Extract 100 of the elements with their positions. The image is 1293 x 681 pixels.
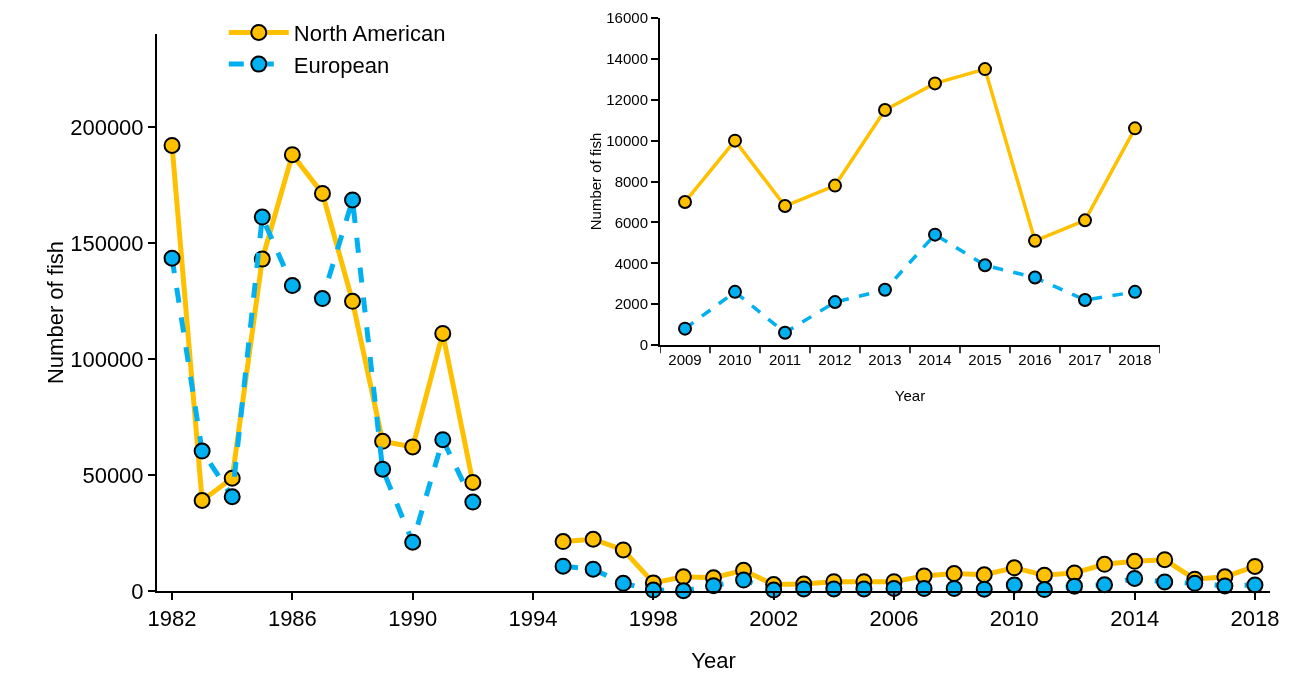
y-tick-label: 10000 [606, 131, 648, 149]
y-tick-label: 4000 [614, 254, 648, 272]
x-tick-label: 2011 [768, 351, 802, 368]
point [978, 258, 992, 273]
x-tick-label: 1990 [388, 606, 438, 632]
point [975, 566, 993, 584]
y-tick-label: 12000 [606, 91, 648, 108]
x-tick-label: 2006 [869, 606, 919, 632]
x-tick-label: 2010 [989, 606, 1039, 632]
point [614, 574, 632, 592]
x-tick-label: 2014 [1110, 606, 1160, 632]
point [878, 282, 892, 297]
y-tick-label: 200000 [70, 114, 144, 140]
x-tick-label: 2018 [1118, 351, 1152, 368]
point [778, 199, 792, 214]
y-tick-label: 0 [131, 578, 144, 604]
x-tick-label: 2010 [718, 351, 752, 368]
point [404, 438, 422, 456]
y-tick-label: 6000 [614, 213, 648, 231]
y-tick-label: 14000 [606, 50, 648, 68]
point [313, 184, 331, 202]
point [678, 321, 692, 336]
x-tick-label: 2018 [1230, 606, 1280, 632]
point [778, 325, 792, 340]
point [1246, 557, 1264, 575]
point [554, 533, 572, 551]
point [163, 249, 181, 267]
point [464, 493, 482, 511]
point [1078, 293, 1092, 308]
x-axis-title: Year [894, 387, 926, 404]
point [1128, 284, 1142, 299]
point [1078, 213, 1092, 228]
point [735, 571, 753, 589]
point [614, 541, 632, 559]
point [1126, 569, 1144, 587]
point [928, 227, 942, 242]
point [344, 191, 362, 209]
point [374, 460, 392, 478]
point [404, 533, 422, 551]
y-tick-label: 150000 [70, 230, 144, 256]
point [1065, 577, 1083, 595]
x-tick-label: 1982 [147, 606, 197, 632]
point [1126, 552, 1144, 570]
y-tick-label: 100000 [70, 346, 144, 372]
x-tick-label: 1994 [508, 606, 558, 632]
y-tick-label: 8000 [614, 172, 648, 190]
x-tick-label: 1998 [628, 606, 678, 632]
point [584, 530, 602, 548]
point [1035, 566, 1053, 584]
x-tick-label: 2014 [918, 351, 952, 368]
point [1028, 270, 1042, 285]
point [828, 178, 842, 193]
point [878, 102, 892, 117]
point [678, 194, 692, 209]
point [928, 76, 942, 91]
x-tick-label: 2015 [968, 351, 1002, 368]
point [283, 146, 301, 164]
point [163, 136, 181, 154]
x-tick-label: 2012 [818, 351, 852, 368]
y-tick-label: 0 [639, 336, 648, 354]
point [705, 577, 722, 595]
x-tick-label: 2009 [668, 351, 702, 368]
y-axis-title: Number of fish [587, 132, 605, 231]
legend-label: North American [293, 21, 446, 47]
x-tick-label: 2002 [749, 606, 799, 632]
point [1005, 576, 1023, 594]
y-tick-label: 2000 [614, 295, 648, 313]
y-tick-label: 16000 [606, 9, 648, 27]
point [1028, 233, 1042, 248]
point [674, 568, 692, 586]
point [283, 277, 301, 295]
x-tick-label: 2013 [868, 351, 902, 368]
point [728, 284, 742, 299]
x-tick-label: 2017 [1068, 351, 1102, 368]
point [193, 442, 211, 460]
point [1005, 559, 1023, 577]
point [464, 473, 482, 491]
point [223, 488, 241, 506]
point [313, 290, 331, 308]
point [1096, 576, 1114, 594]
y-tick-label: 50000 [82, 462, 144, 488]
point [1128, 121, 1142, 136]
point [1186, 574, 1204, 592]
point [193, 491, 211, 509]
point [554, 557, 572, 575]
legend-label: European [293, 52, 390, 78]
point [1156, 573, 1174, 591]
point [978, 62, 992, 77]
x-axis-title: Year [691, 648, 736, 673]
point [584, 560, 602, 578]
point [828, 295, 842, 310]
point [253, 208, 271, 226]
point [945, 565, 963, 583]
point [344, 292, 362, 310]
point [374, 432, 392, 450]
point [434, 324, 452, 342]
point [434, 431, 452, 449]
point [1156, 551, 1174, 569]
point [1096, 555, 1114, 573]
y-axis-title: Number of fish [43, 240, 69, 385]
